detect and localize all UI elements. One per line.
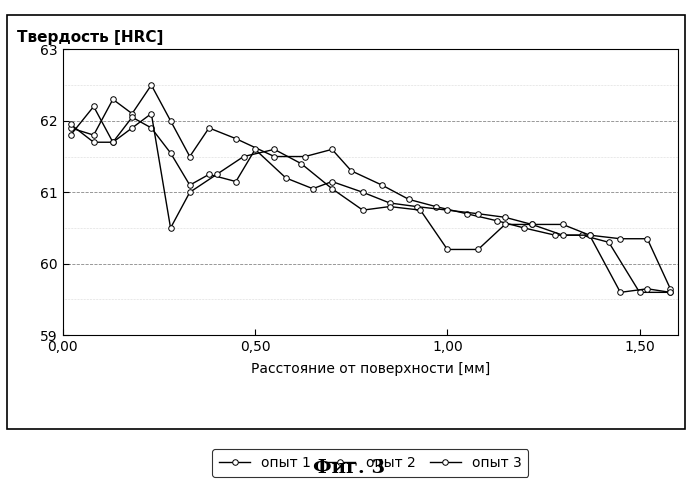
опыт 1 bbox=[605, 239, 613, 245]
опыт 2 bbox=[666, 286, 675, 292]
опыт 2 bbox=[66, 132, 75, 138]
опыт 1 bbox=[270, 153, 278, 159]
опыт 3 bbox=[386, 204, 394, 210]
опыт 1 bbox=[128, 110, 136, 116]
опыт 3 bbox=[666, 289, 675, 295]
опыт 1 bbox=[635, 289, 644, 295]
опыт 1 bbox=[493, 218, 501, 224]
опыт 2 bbox=[474, 211, 482, 216]
опыт 1 bbox=[205, 125, 213, 131]
опыт 1 bbox=[405, 196, 413, 202]
опыт 2 bbox=[500, 214, 509, 220]
опыт 3 bbox=[416, 207, 424, 213]
опыт 3 bbox=[166, 225, 175, 231]
опыт 3 bbox=[443, 246, 452, 252]
опыт 2 bbox=[166, 150, 175, 156]
опыт 3 bbox=[328, 186, 336, 192]
Legend: опыт 1, опыт 2, опыт 3: опыт 1, опыт 2, опыт 3 bbox=[212, 449, 528, 477]
опыт 1 bbox=[301, 153, 309, 159]
опыт 2 bbox=[231, 178, 240, 184]
опыт 1 bbox=[463, 211, 471, 216]
опыт 2 bbox=[328, 178, 336, 184]
опыт 2 bbox=[528, 221, 536, 227]
опыт 3 bbox=[186, 189, 194, 195]
опыт 2 bbox=[205, 172, 213, 177]
Text: Фиг. 3: Фиг. 3 bbox=[313, 459, 386, 477]
опыт 2 bbox=[108, 139, 117, 145]
опыт 2 bbox=[186, 182, 194, 188]
опыт 1 bbox=[577, 232, 586, 238]
опыт 3 bbox=[359, 207, 367, 213]
опыт 3 bbox=[270, 146, 278, 152]
опыт 1 bbox=[186, 153, 194, 159]
опыт 3 bbox=[643, 286, 651, 292]
опыт 1 bbox=[347, 168, 355, 174]
опыт 1 bbox=[108, 97, 117, 103]
опыт 1 bbox=[147, 82, 156, 88]
опыт 1 bbox=[166, 118, 175, 124]
опыт 2 bbox=[359, 189, 367, 195]
X-axis label: Расстояние от поверхности [мм]: Расстояние от поверхности [мм] bbox=[251, 362, 490, 377]
опыт 3 bbox=[559, 221, 567, 227]
Text: Твердость [HRC]: Твердость [HRC] bbox=[17, 30, 164, 44]
опыт 1 bbox=[551, 232, 559, 238]
опыт 1 bbox=[89, 132, 98, 138]
опыт 3 bbox=[239, 153, 247, 159]
опыт 2 bbox=[147, 125, 156, 131]
опыт 2 bbox=[559, 232, 567, 238]
опыт 1 bbox=[666, 289, 675, 295]
опыт 1 bbox=[432, 204, 440, 210]
опыт 2 bbox=[643, 236, 651, 242]
опыт 3 bbox=[212, 172, 221, 177]
опыт 3 bbox=[66, 121, 75, 127]
опыт 1 bbox=[66, 125, 75, 131]
опыт 2 bbox=[309, 186, 317, 192]
опыт 1 bbox=[520, 225, 528, 231]
опыт 3 bbox=[474, 246, 482, 252]
опыт 3 bbox=[147, 110, 156, 116]
Line: опыт 2: опыт 2 bbox=[68, 104, 673, 291]
опыт 1 bbox=[377, 182, 386, 188]
опыт 2 bbox=[412, 204, 421, 210]
опыт 3 bbox=[528, 221, 536, 227]
опыт 2 bbox=[128, 114, 136, 120]
опыт 2 bbox=[443, 207, 452, 213]
опыт 2 bbox=[89, 104, 98, 109]
опыт 2 bbox=[386, 200, 394, 206]
опыт 1 bbox=[328, 146, 336, 152]
опыт 1 bbox=[231, 136, 240, 141]
опыт 2 bbox=[251, 146, 259, 152]
опыт 3 bbox=[617, 289, 625, 295]
опыт 3 bbox=[500, 221, 509, 227]
Line: опыт 1: опыт 1 bbox=[68, 82, 673, 295]
опыт 3 bbox=[89, 139, 98, 145]
Line: опыт 3: опыт 3 bbox=[68, 111, 673, 295]
опыт 2 bbox=[586, 232, 594, 238]
опыт 3 bbox=[297, 161, 305, 167]
опыт 3 bbox=[108, 139, 117, 145]
опыт 2 bbox=[617, 236, 625, 242]
опыт 3 bbox=[128, 125, 136, 131]
опыт 3 bbox=[586, 232, 594, 238]
опыт 2 bbox=[282, 175, 290, 181]
